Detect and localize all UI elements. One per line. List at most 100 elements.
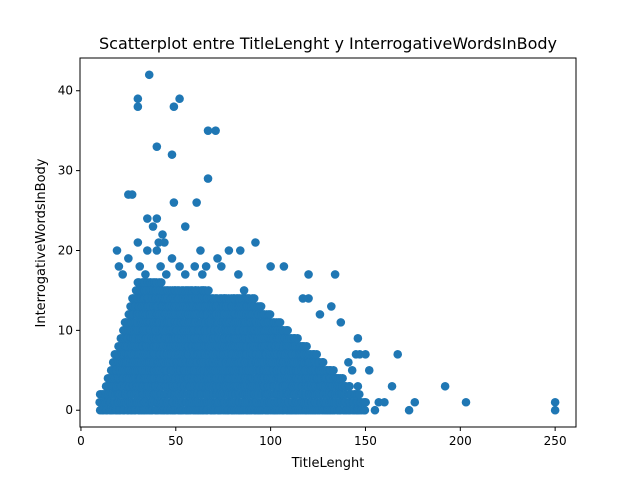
data-point — [275, 318, 285, 327]
data-point — [114, 262, 124, 271]
data-point — [404, 405, 414, 415]
data-point — [169, 102, 179, 112]
data-point — [361, 350, 370, 359]
data-point — [211, 126, 220, 135]
data-point — [293, 334, 302, 343]
data-point — [353, 381, 363, 391]
data-point — [302, 342, 311, 351]
data-point — [143, 214, 152, 223]
data-point — [143, 246, 152, 255]
data-point — [380, 397, 389, 407]
data-point — [461, 397, 471, 407]
data-point — [550, 405, 560, 415]
data-point — [327, 302, 336, 311]
data-point — [152, 246, 162, 255]
data-point — [550, 397, 560, 407]
x-axis: 0 50 100 150 200 250 — [77, 427, 567, 448]
data-point — [167, 150, 177, 159]
data-point — [169, 198, 179, 207]
plot-frame — [79, 57, 577, 428]
data-point — [234, 270, 243, 279]
data-point — [175, 94, 184, 104]
data-point — [336, 318, 346, 327]
data-point — [196, 246, 205, 255]
data-point — [224, 246, 234, 255]
data-point — [135, 262, 145, 271]
data-point — [364, 365, 374, 375]
data-point — [279, 262, 289, 271]
data-point — [440, 381, 450, 391]
data-point — [203, 126, 213, 135]
chart-title: Scatterplot entre TitleLenght y Interrog… — [99, 34, 557, 53]
data-point — [148, 222, 158, 231]
data-point — [387, 381, 397, 391]
data-point — [198, 270, 207, 279]
y-tick-label: 30 — [58, 164, 73, 178]
y-tick-label: 0 — [65, 403, 73, 417]
data-point — [201, 262, 211, 271]
data-point — [127, 190, 137, 199]
y-tick-label: 10 — [58, 323, 73, 337]
data-point — [204, 286, 213, 295]
x-tick-label: 150 — [354, 434, 377, 448]
data-point — [298, 294, 308, 303]
data-point — [162, 270, 171, 279]
data-point — [160, 238, 169, 247]
x-tick-label: 100 — [259, 434, 282, 448]
data-point — [251, 238, 260, 247]
data-point — [133, 238, 143, 247]
data-point — [338, 373, 347, 383]
data-point — [118, 270, 127, 279]
data-point — [355, 389, 364, 399]
data-point — [370, 405, 380, 415]
y-tick-label: 20 — [58, 243, 73, 257]
x-tick-label: 250 — [544, 434, 567, 448]
x-tick-label: 50 — [168, 434, 183, 448]
data-point — [217, 262, 226, 271]
data-point — [133, 102, 143, 112]
data-point — [329, 365, 338, 375]
data-point — [330, 270, 340, 279]
data-point — [266, 262, 275, 271]
data-point — [124, 254, 133, 263]
data-point — [203, 174, 213, 183]
data-point — [235, 246, 245, 255]
data-point — [318, 358, 328, 367]
data-point — [144, 70, 154, 80]
data-point — [249, 294, 259, 303]
data-point — [360, 405, 370, 415]
data-point — [190, 262, 200, 271]
data-point — [152, 142, 162, 151]
data-point — [361, 397, 370, 407]
data-point — [213, 254, 222, 263]
data-point — [345, 381, 354, 391]
data-point — [344, 358, 353, 367]
data-point — [175, 262, 184, 271]
data-point — [393, 350, 403, 359]
data-point — [353, 334, 363, 343]
data-point — [156, 278, 166, 287]
data-point — [410, 397, 420, 407]
data-point — [283, 326, 292, 335]
data-point — [141, 270, 150, 279]
data-point — [180, 270, 190, 279]
data-point — [133, 94, 143, 104]
data-point — [180, 222, 190, 231]
data-point — [112, 246, 122, 255]
y-axis: 0 10 20 30 40 — [58, 84, 80, 417]
data-point — [158, 230, 167, 239]
x-tick-label: 0 — [77, 434, 85, 448]
x-axis-label: TitleLenght — [291, 456, 365, 471]
data-point — [192, 198, 201, 207]
data-point — [152, 214, 162, 223]
y-tick-label: 40 — [58, 84, 73, 98]
y-axis-label: InterrogativeWordsInBody — [34, 158, 49, 327]
data-point — [167, 254, 177, 263]
data-point — [312, 350, 322, 359]
data-point — [156, 262, 165, 271]
x-tick-label: 200 — [449, 434, 472, 448]
data-point — [265, 310, 275, 319]
data-point — [256, 302, 266, 311]
data-point — [304, 270, 313, 279]
